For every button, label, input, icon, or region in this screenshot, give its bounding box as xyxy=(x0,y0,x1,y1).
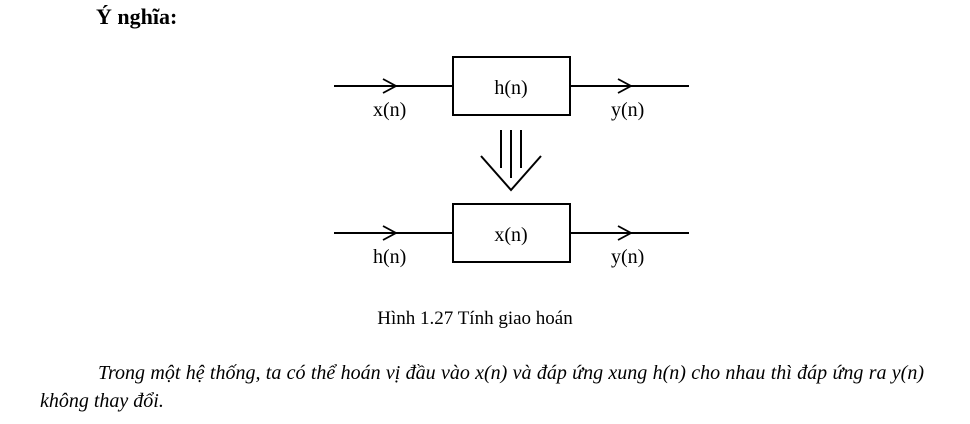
section-heading: Ý nghĩa: xyxy=(96,4,178,29)
top-block-label: h(n) xyxy=(494,77,527,99)
equivalence-down-arrow xyxy=(480,130,542,192)
bottom-input-label: h(n) xyxy=(373,246,406,268)
bottom-block-label: x(n) xyxy=(494,224,527,246)
bottom-input-arrowhead xyxy=(382,225,398,241)
arrow-head xyxy=(480,155,542,192)
top-output-label: y(n) xyxy=(611,99,644,121)
bottom-output-arrowhead xyxy=(617,225,633,241)
top-input-arrowhead xyxy=(382,78,398,94)
commutative-property-diagram: x(n) h(n) y(n) h(n) x(n) y(n) xyxy=(334,56,689,268)
explanation-paragraph: Trong một hệ thống, ta có thể hoán vị đầ… xyxy=(40,362,924,412)
bottom-system: h(n) x(n) y(n) xyxy=(334,203,689,268)
figure-caption: Hình 1.27 Tính giao hoán xyxy=(377,308,573,329)
top-system: x(n) h(n) y(n) xyxy=(334,56,689,121)
top-input-label: x(n) xyxy=(373,99,406,121)
bottom-output-label: y(n) xyxy=(611,246,644,268)
top-output-arrowhead xyxy=(617,78,633,94)
